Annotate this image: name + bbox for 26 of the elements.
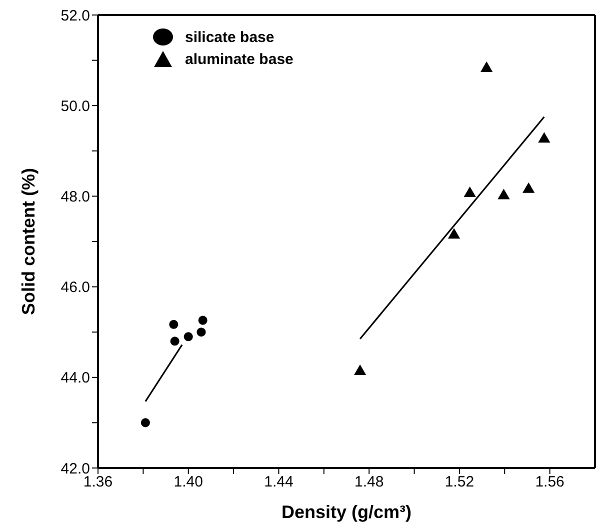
y-axis-title: Solid content (%) <box>18 168 38 315</box>
x-tick-label: 1.40 <box>174 474 203 491</box>
point <box>140 418 150 428</box>
y-tick-label: 50.0 <box>60 98 90 115</box>
point <box>184 332 193 342</box>
legend-label: aluminate base <box>185 50 294 68</box>
point <box>196 328 206 337</box>
point <box>448 228 460 239</box>
x-tick-label: 1.52 <box>444 474 474 491</box>
point <box>522 182 535 193</box>
point <box>198 316 208 325</box>
point <box>464 186 476 197</box>
legend-label: silicate base <box>185 28 274 46</box>
x-tick-label: 1.48 <box>354 474 384 491</box>
y-tick-label: 44.0 <box>60 370 90 387</box>
point <box>498 188 510 200</box>
y-tick-label: 46.0 <box>60 279 90 296</box>
y-tick-label: 48.0 <box>60 188 90 206</box>
point <box>170 336 180 346</box>
y-tick-label: 52.0 <box>60 7 90 24</box>
point <box>538 132 550 143</box>
x-tick-label: 1.56 <box>535 474 564 491</box>
x-tick-label: 1.44 <box>264 474 294 491</box>
point <box>480 61 493 72</box>
x-axis-title: Density (g/cm³) <box>281 502 412 522</box>
point <box>169 320 178 329</box>
